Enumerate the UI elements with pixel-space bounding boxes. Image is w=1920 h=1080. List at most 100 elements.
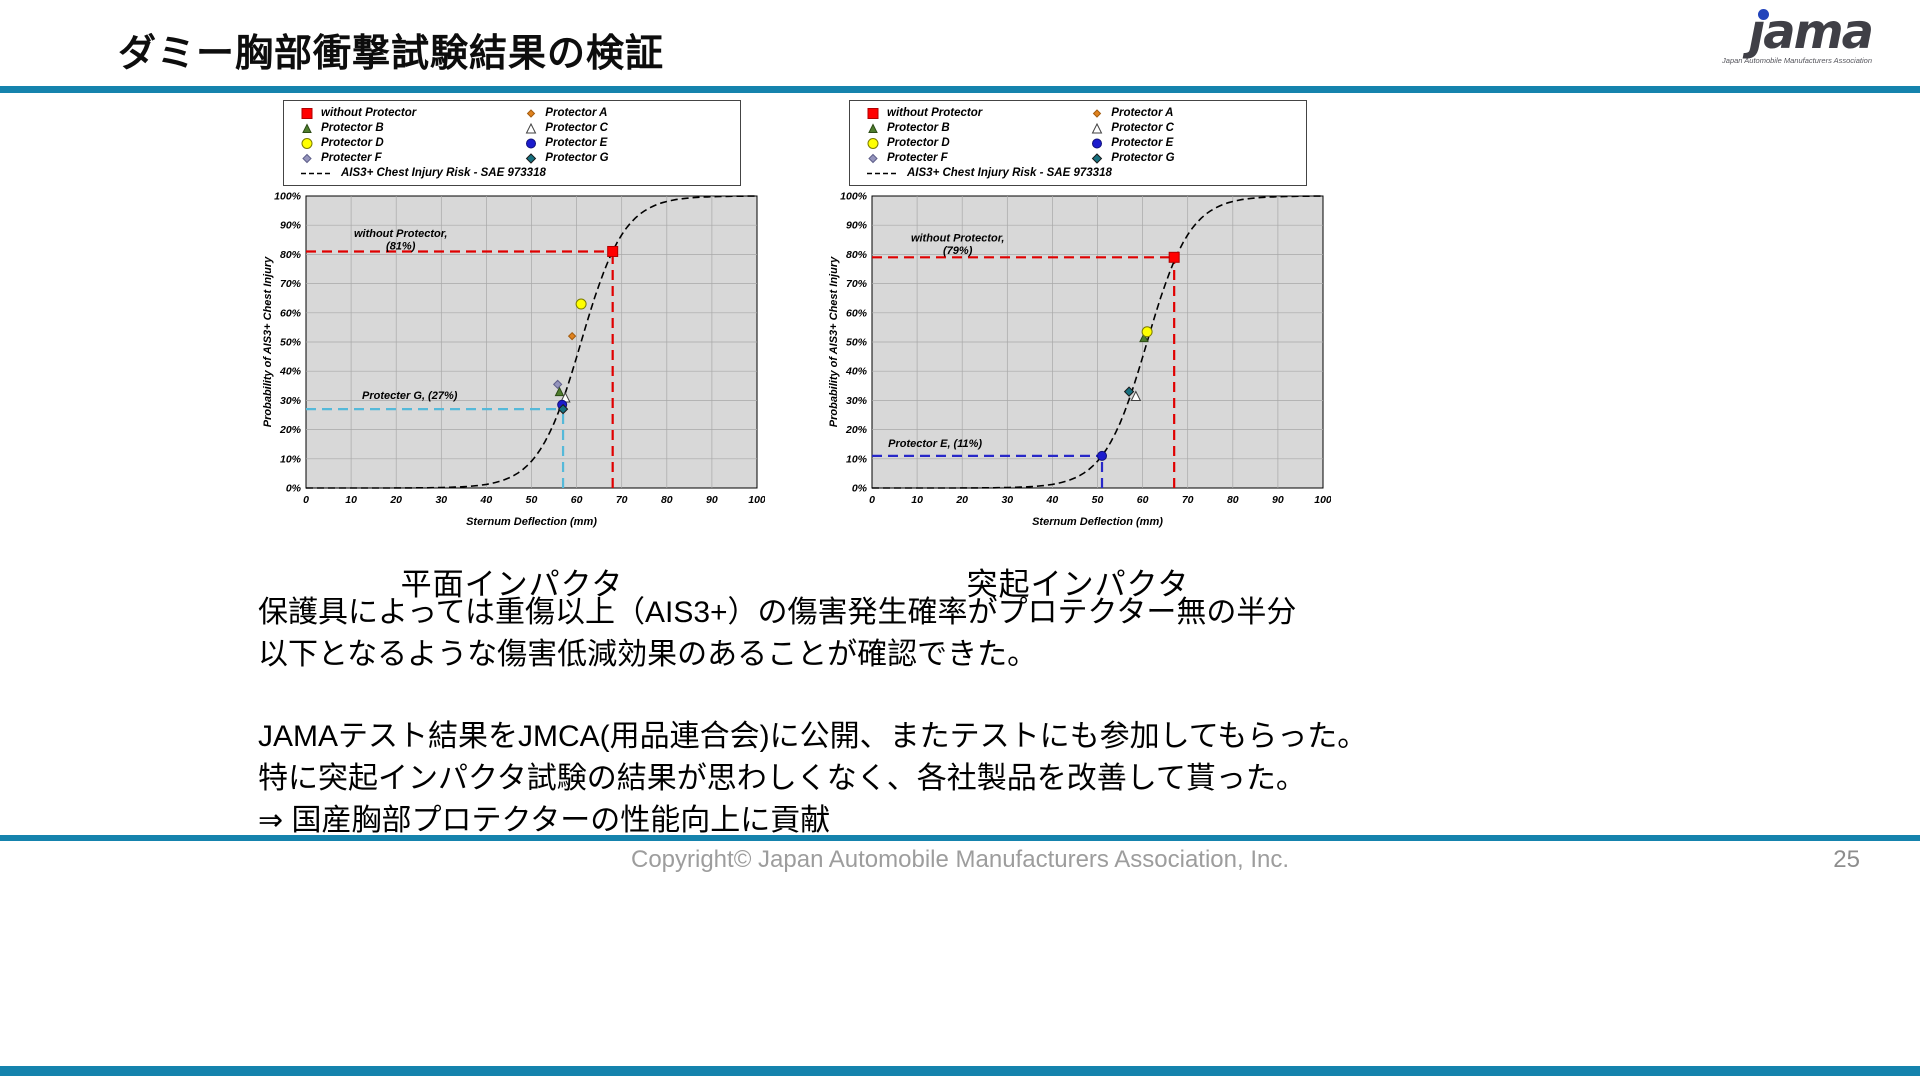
legend-marker-icon bbox=[1093, 109, 1102, 118]
svg-text:70: 70 bbox=[1181, 494, 1193, 506]
series-marker-icon bbox=[1130, 390, 1141, 402]
series-marker-icon bbox=[301, 108, 313, 119]
body-paragraph-jmca: JAMAテスト結果をJMCA(用品連合会)に公開、またテストにも参加してもらった… bbox=[258, 720, 1368, 837]
legend-item: Protector D bbox=[300, 136, 524, 151]
svg-text:50: 50 bbox=[1091, 494, 1103, 506]
svg-text:Sternum Deflection (mm): Sternum Deflection (mm) bbox=[1032, 516, 1163, 528]
legend-item: Protector E bbox=[1090, 136, 1298, 151]
svg-text:10%: 10% bbox=[845, 453, 867, 465]
svg-text:60%: 60% bbox=[845, 307, 867, 319]
series-marker-icon bbox=[526, 153, 537, 164]
legend-marker-icon bbox=[868, 123, 878, 133]
svg-text:80%: 80% bbox=[845, 249, 867, 261]
svg-text:0: 0 bbox=[303, 494, 309, 506]
legend-marker-icon bbox=[1092, 138, 1103, 149]
divider-bottom bbox=[0, 1066, 1920, 1076]
svg-text:20%: 20% bbox=[278, 424, 301, 436]
svg-text:30%: 30% bbox=[279, 395, 301, 407]
legend-item-curve: AIS3+ Chest Injury Risk - SAE 973318 bbox=[866, 166, 1298, 181]
svg-text:90%: 90% bbox=[845, 220, 867, 232]
series-marker-icon bbox=[1093, 109, 1102, 118]
legend-item: without Protector bbox=[300, 106, 524, 121]
svg-text:10: 10 bbox=[345, 494, 357, 506]
svg-text:100%: 100% bbox=[274, 191, 302, 203]
legend-marker-icon bbox=[526, 138, 537, 149]
chart-annotation: without Protector, (79%) bbox=[910, 232, 1004, 257]
legend-label: Protector G bbox=[545, 152, 609, 164]
svg-text:100%: 100% bbox=[840, 191, 868, 203]
legend-item-curve: AIS3+ Chest Injury Risk - SAE 973318 bbox=[300, 166, 732, 181]
svg-text:80: 80 bbox=[660, 494, 672, 506]
series-marker-icon bbox=[1092, 138, 1103, 149]
svg-text:20: 20 bbox=[955, 494, 968, 506]
legend-item: Protector B bbox=[866, 121, 1090, 136]
legend-label: Protector G bbox=[1111, 152, 1175, 164]
svg-text:90: 90 bbox=[706, 494, 718, 506]
chart-flat-impactor: without Protector Protector A Protector B P… bbox=[256, 100, 768, 604]
legend-label: without Protector bbox=[321, 107, 417, 119]
legend-label: AIS3+ Chest Injury Risk - SAE 973318 bbox=[907, 167, 1112, 179]
series-marker-icon bbox=[557, 403, 568, 415]
page-number: 25 bbox=[1833, 846, 1860, 873]
legend-marker-icon bbox=[301, 108, 313, 119]
legend-item: Protector C bbox=[524, 121, 732, 136]
svg-text:50: 50 bbox=[525, 494, 537, 506]
legend-item: Protecter F bbox=[300, 151, 524, 166]
chart-plot-area: 0 10 20 30 40 50 60 70 80 90 100 0% 10% 20% 30% 40% 50% 6… bbox=[826, 188, 1332, 545]
series-marker-icon bbox=[1141, 326, 1153, 338]
series-marker-icon bbox=[867, 138, 879, 149]
svg-text:100: 100 bbox=[748, 494, 765, 506]
svg-text:20%: 20% bbox=[844, 424, 867, 436]
dashed-line-icon bbox=[867, 172, 899, 175]
legend-item: Protecter F bbox=[866, 151, 1090, 166]
legend-item: Protector G bbox=[1090, 151, 1298, 166]
series-marker-icon bbox=[1123, 386, 1134, 397]
legend-marker-icon bbox=[302, 123, 312, 133]
page-title: ダミー胸部衝撃試験結果の検証 bbox=[118, 33, 665, 75]
series-marker-icon bbox=[868, 123, 878, 133]
svg-text:70%: 70% bbox=[845, 278, 867, 290]
series-marker-icon bbox=[302, 153, 312, 164]
chart-protruding-impactor: without Protector Protector A Protector B P… bbox=[822, 100, 1334, 604]
series-marker-icon bbox=[1096, 450, 1107, 461]
series-marker-icon bbox=[527, 109, 536, 118]
svg-text:20: 20 bbox=[389, 494, 402, 506]
legend-label: Protector B bbox=[321, 122, 384, 134]
series-marker-icon bbox=[301, 138, 313, 149]
svg-text:30%: 30% bbox=[845, 395, 867, 407]
legend-marker-icon bbox=[526, 153, 537, 164]
svg-text:60: 60 bbox=[1136, 494, 1148, 506]
series-marker-icon bbox=[552, 379, 562, 390]
svg-text:80: 80 bbox=[1226, 494, 1238, 506]
legend-marker-icon bbox=[525, 122, 537, 134]
svg-text:50%: 50% bbox=[279, 337, 301, 349]
svg-text:50%: 50% bbox=[845, 337, 867, 349]
svg-text:0: 0 bbox=[869, 494, 875, 506]
chart-annotation: Protector E, (11%) bbox=[888, 438, 982, 450]
legend-item: Protector D bbox=[866, 136, 1090, 151]
legend-item: without Protector bbox=[866, 106, 1090, 121]
svg-text:10%: 10% bbox=[279, 453, 301, 465]
svg-text:40%: 40% bbox=[844, 366, 867, 378]
chart-plot-svg: 0 10 20 30 40 50 60 70 80 90 100 0% 10% 20% 30% 40% 50% 6… bbox=[262, 191, 766, 529]
svg-text:100: 100 bbox=[1314, 494, 1331, 506]
svg-text:60: 60 bbox=[570, 494, 582, 506]
legend-item: Protector G bbox=[524, 151, 732, 166]
legend-label: Protector D bbox=[887, 137, 950, 149]
svg-text:70%: 70% bbox=[279, 278, 301, 290]
svg-text:0%: 0% bbox=[851, 483, 867, 495]
legend-marker-icon bbox=[1091, 122, 1103, 134]
series-marker-icon bbox=[1091, 122, 1103, 134]
chart-legend: without Protector Protector A Protector B P… bbox=[283, 100, 741, 186]
svg-text:0%: 0% bbox=[285, 483, 301, 495]
chart-caption-protruding: 突起インパクタ bbox=[966, 567, 1190, 602]
legend-label: Protecter F bbox=[321, 152, 382, 164]
chart-plot-svg: 0 10 20 30 40 50 60 70 80 90 100 0% 10% 20% 30% 40% 50% 6… bbox=[828, 191, 1332, 529]
svg-text:80%: 80% bbox=[279, 249, 301, 261]
body-paragraph-findings: 保護具によっては重傷以上（AIS3+）の傷害発生確率がプロテクター無の半分 以下… bbox=[258, 596, 1297, 671]
legend-label: Protector A bbox=[1111, 107, 1174, 119]
legend-marker-icon bbox=[867, 108, 879, 119]
series-marker-icon bbox=[606, 245, 618, 257]
jama-logo-dot-icon bbox=[1757, 9, 1769, 20]
legend-label: Protector E bbox=[545, 137, 608, 149]
